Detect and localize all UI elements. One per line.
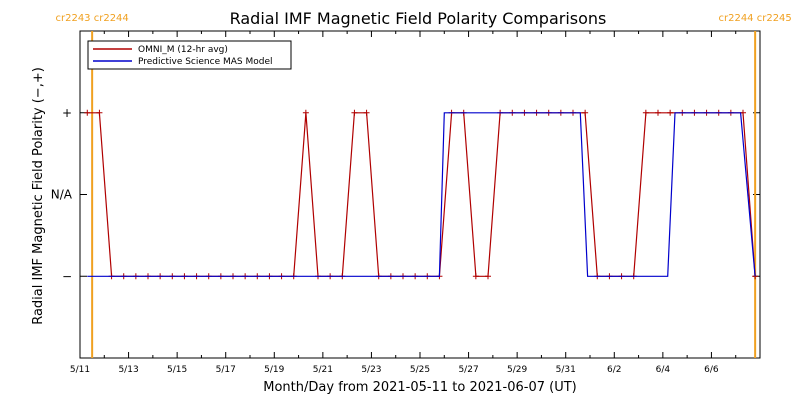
omni-data-point (582, 109, 589, 116)
x-tick-label: 5/27 (458, 365, 478, 375)
omni-data-point (302, 109, 309, 116)
y-tick-label: N/A (51, 188, 73, 202)
omni-data-point (667, 109, 674, 116)
carrington-marker-label: cr2243 cr2244 (55, 13, 128, 24)
y-axis-label: Radial IMF Magnetic Field Polarity (−,+) (31, 67, 46, 325)
omni-data-point (642, 109, 649, 116)
legend: OMNI_M (12-hr avg) Predictive Science MA… (87, 40, 292, 70)
carrington-marker-label: cr2244 cr2245 (718, 13, 791, 24)
y-tick-label: − (62, 269, 72, 283)
plot-frame (79, 30, 761, 359)
y-tick-label: + (62, 106, 72, 120)
x-axis-label: Month/Day from 2021-05-11 to 2021-06-07 … (263, 380, 576, 395)
x-tick-label: 5/11 (70, 365, 90, 375)
x-tick-label: 5/13 (118, 365, 138, 375)
omni-data-point (655, 109, 661, 116)
chart-title: Radial IMF Magnetic Field Polarity Compa… (230, 9, 607, 28)
omni-series-line (87, 112, 756, 277)
x-tick-label: 5/21 (313, 365, 333, 375)
x-tick-label: 5/19 (264, 365, 284, 375)
x-tick-label: 5/15 (167, 365, 187, 375)
omni-data-point (351, 109, 358, 116)
omni-data-point (84, 109, 91, 116)
omni-data-point (96, 109, 103, 116)
omni-data-point (363, 109, 370, 116)
mas-series-line (87, 112, 756, 277)
legend-box (87, 40, 292, 70)
x-tick-label: 5/29 (507, 365, 527, 375)
x-tick-label: 5/17 (216, 365, 236, 375)
x-tick-label: 5/25 (410, 365, 430, 375)
x-tick-label: 6/4 (656, 365, 671, 375)
x-tick-label: 5/23 (361, 365, 381, 375)
x-tick-label: 6/6 (704, 365, 719, 375)
legend-label-omni: OMNI_M (12-hr avg) (138, 45, 228, 55)
x-tick-label: 6/2 (607, 365, 621, 375)
legend-label-mas: Predictive Science MAS Model (138, 57, 273, 67)
omni-data-point (485, 273, 491, 280)
x-tick-label: 5/31 (556, 365, 576, 375)
omni-data-point (472, 273, 479, 280)
